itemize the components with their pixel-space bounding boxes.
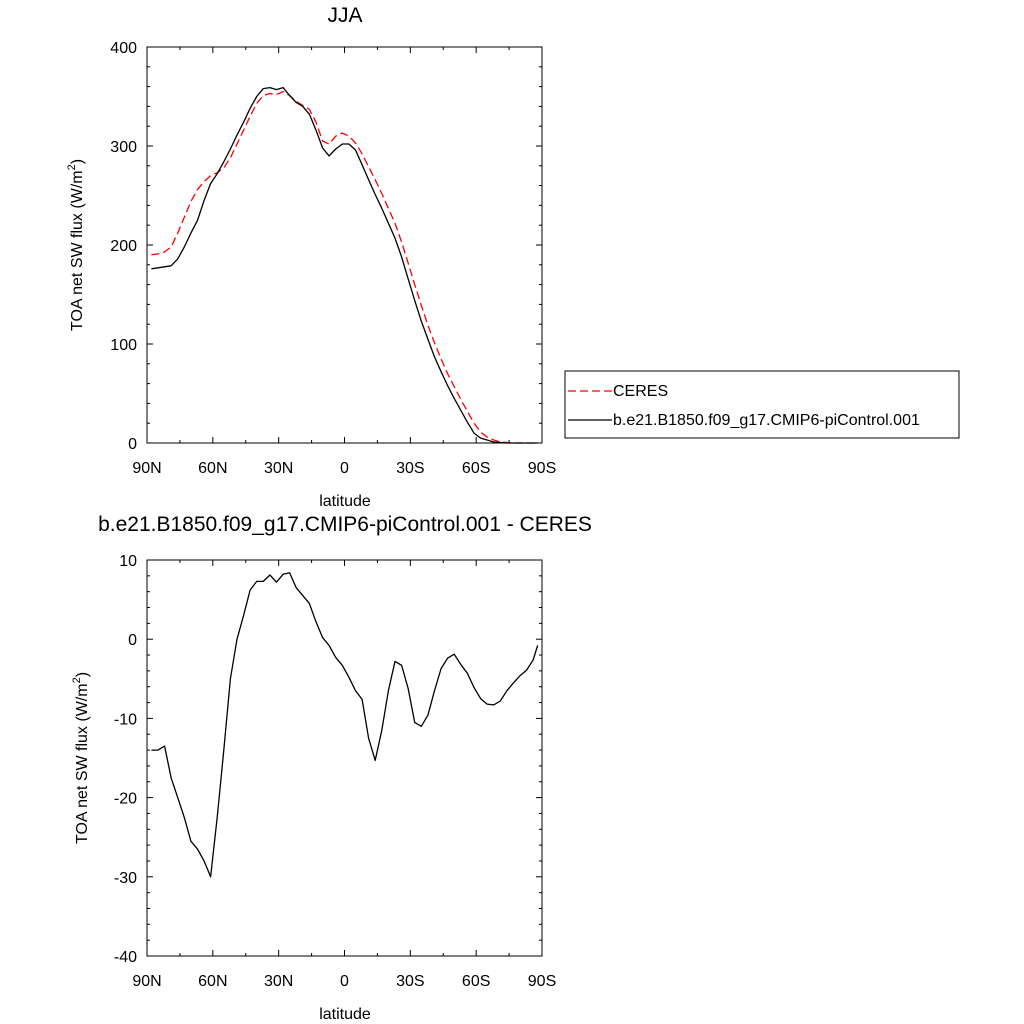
bottom-chart-y-label-main: TOA net SW flux (W/m	[74, 683, 91, 844]
top-chart-y-tick-label: 400	[110, 40, 137, 57]
bottom-chart-x-tick-label: 90S	[528, 973, 556, 990]
top-chart: JJA 90N 60N 30N 0 30S 60S 90S 0 100 200 300 400 lat…	[66, 4, 960, 510]
top-chart-x-tick-label: 90S	[528, 460, 556, 477]
top-chart-series-line-0	[151, 90, 538, 444]
top-chart-y-tick-label: 100	[110, 337, 137, 354]
bottom-chart-y-axis-label: TOA net SW flux (W/m2)	[71, 672, 91, 844]
legend: CERES b.e21.B1850.f09_g17.CMIP6-piContro…	[564, 370, 960, 439]
bottom-chart-y-tick-label: -30	[114, 870, 137, 887]
top-chart-y-label-main: TOA net SW flux (W/m	[69, 170, 86, 331]
top-chart-y-tick-label: 300	[110, 139, 137, 156]
top-chart-x-tick-label: 60N	[198, 460, 227, 477]
bottom-chart-y-label-end: )	[74, 672, 91, 677]
bottom-chart-x-tick-label: 0	[340, 973, 349, 990]
top-chart-x-tick-label: 0	[340, 460, 349, 477]
bottom-chart-series	[151, 572, 539, 878]
bottom-chart-x-axis-label: latitude	[319, 1006, 371, 1023]
top-chart-series	[151, 86, 538, 444]
legend-box	[564, 370, 960, 439]
top-chart-y-tick-label: 0	[128, 436, 137, 453]
top-chart-y-axis-label: TOA net SW flux (W/m2)	[66, 159, 86, 331]
bottom-chart-x-tick-label: 30N	[264, 973, 293, 990]
bottom-chart-x-tick-label: 90N	[132, 973, 161, 990]
bottom-chart-y-tick-label: -40	[114, 949, 137, 966]
top-chart-axes: 90N 60N 30N 0 30S 60S 90S 0 100 200 300 400	[110, 40, 556, 477]
top-chart-y-label-end: )	[69, 159, 86, 164]
top-chart-x-tick-label: 30S	[396, 460, 424, 477]
top-chart-title: JJA	[327, 4, 362, 27]
top-chart-y-label-sup: 2	[66, 164, 78, 170]
bottom-chart-y-tick-label: -20	[114, 791, 137, 808]
bottom-chart-title: b.e21.B1850.f09_g17.CMIP6-piControl.001 …	[98, 513, 592, 536]
bottom-chart-axes: 90N 60N 30N 0 30S 60S 90S -40 -30 -20 -10 0 10	[114, 553, 556, 990]
bottom-chart-y-tick-label: 10	[119, 553, 137, 570]
top-chart-series-line-1	[151, 86, 538, 444]
top-chart-x-tick-label: 90N	[132, 460, 161, 477]
legend-label-model: b.e21.B1850.f09_g17.CMIP6-piControl.001	[613, 412, 920, 429]
bottom-chart-y-tick-label: -10	[114, 711, 137, 728]
bottom-chart-x-tick-label: 60N	[198, 973, 227, 990]
bottom-chart-x-tick-label: 60S	[462, 973, 490, 990]
top-chart-plot-frame	[146, 46, 543, 444]
top-chart-x-axis-label: latitude	[319, 493, 371, 510]
bottom-chart: b.e21.B1850.f09_g17.CMIP6-piControl.001 …	[71, 513, 592, 1023]
bottom-chart-series-line-0	[151, 572, 539, 878]
top-chart-x-tick-label: 30N	[264, 460, 293, 477]
bottom-chart-y-tick-label: 0	[128, 632, 137, 649]
bottom-chart-plot-frame	[146, 559, 543, 957]
top-chart-x-tick-label: 60S	[462, 460, 490, 477]
bottom-chart-y-label-sup: 2	[71, 677, 83, 683]
top-chart-y-tick-label: 200	[110, 238, 137, 255]
legend-label-ceres: CERES	[613, 383, 668, 400]
bottom-chart-x-tick-label: 30S	[396, 973, 424, 990]
